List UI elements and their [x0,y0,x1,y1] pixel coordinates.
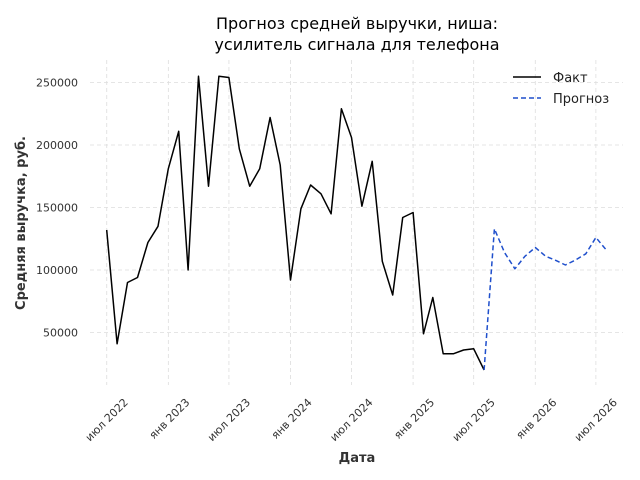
x-tick-label: янв 2026 [514,396,560,442]
x-tick-label: июл 2026 [572,396,620,444]
legend: Факт Прогноз [513,71,609,107]
y-tick-label: 50000 [43,327,78,340]
series-lines [105,75,607,371]
x-tick-label: янв 2024 [269,396,315,442]
chart-title-line-2: усилитель сигнала для телефона [214,35,499,54]
y-tick-label: 250000 [36,77,78,90]
grid [90,60,623,385]
y-axis-ticks: 50000 100000 150000 200000 250000 [36,77,78,340]
y-tick-label: 150000 [36,202,78,215]
y-tick-label: 200000 [36,139,78,152]
x-tick-label: янв 2025 [391,396,437,442]
series-line-fact [105,75,485,371]
y-axis-label: Средняя выручка, руб. [14,136,29,310]
x-tick-label: июл 2023 [205,396,253,444]
legend-label-fact: Факт [553,71,588,86]
x-tick-label: июл 2025 [450,396,498,444]
x-tick-label: июл 2024 [328,396,376,444]
x-axis-label: Дата [339,451,376,466]
x-axis-ticks: июл 2022 янв 2023 июл 2023 янв 2024 июл 2024… [83,396,620,444]
x-tick-label: июл 2022 [83,396,131,444]
series-line-forecast [483,228,607,371]
y-tick-label: 100000 [36,264,78,277]
x-tick-label: янв 2023 [147,396,193,442]
chart-title-line-1: Прогноз средней выручки, ниша: [216,14,498,33]
legend-label-forecast: Прогноз [553,92,609,107]
